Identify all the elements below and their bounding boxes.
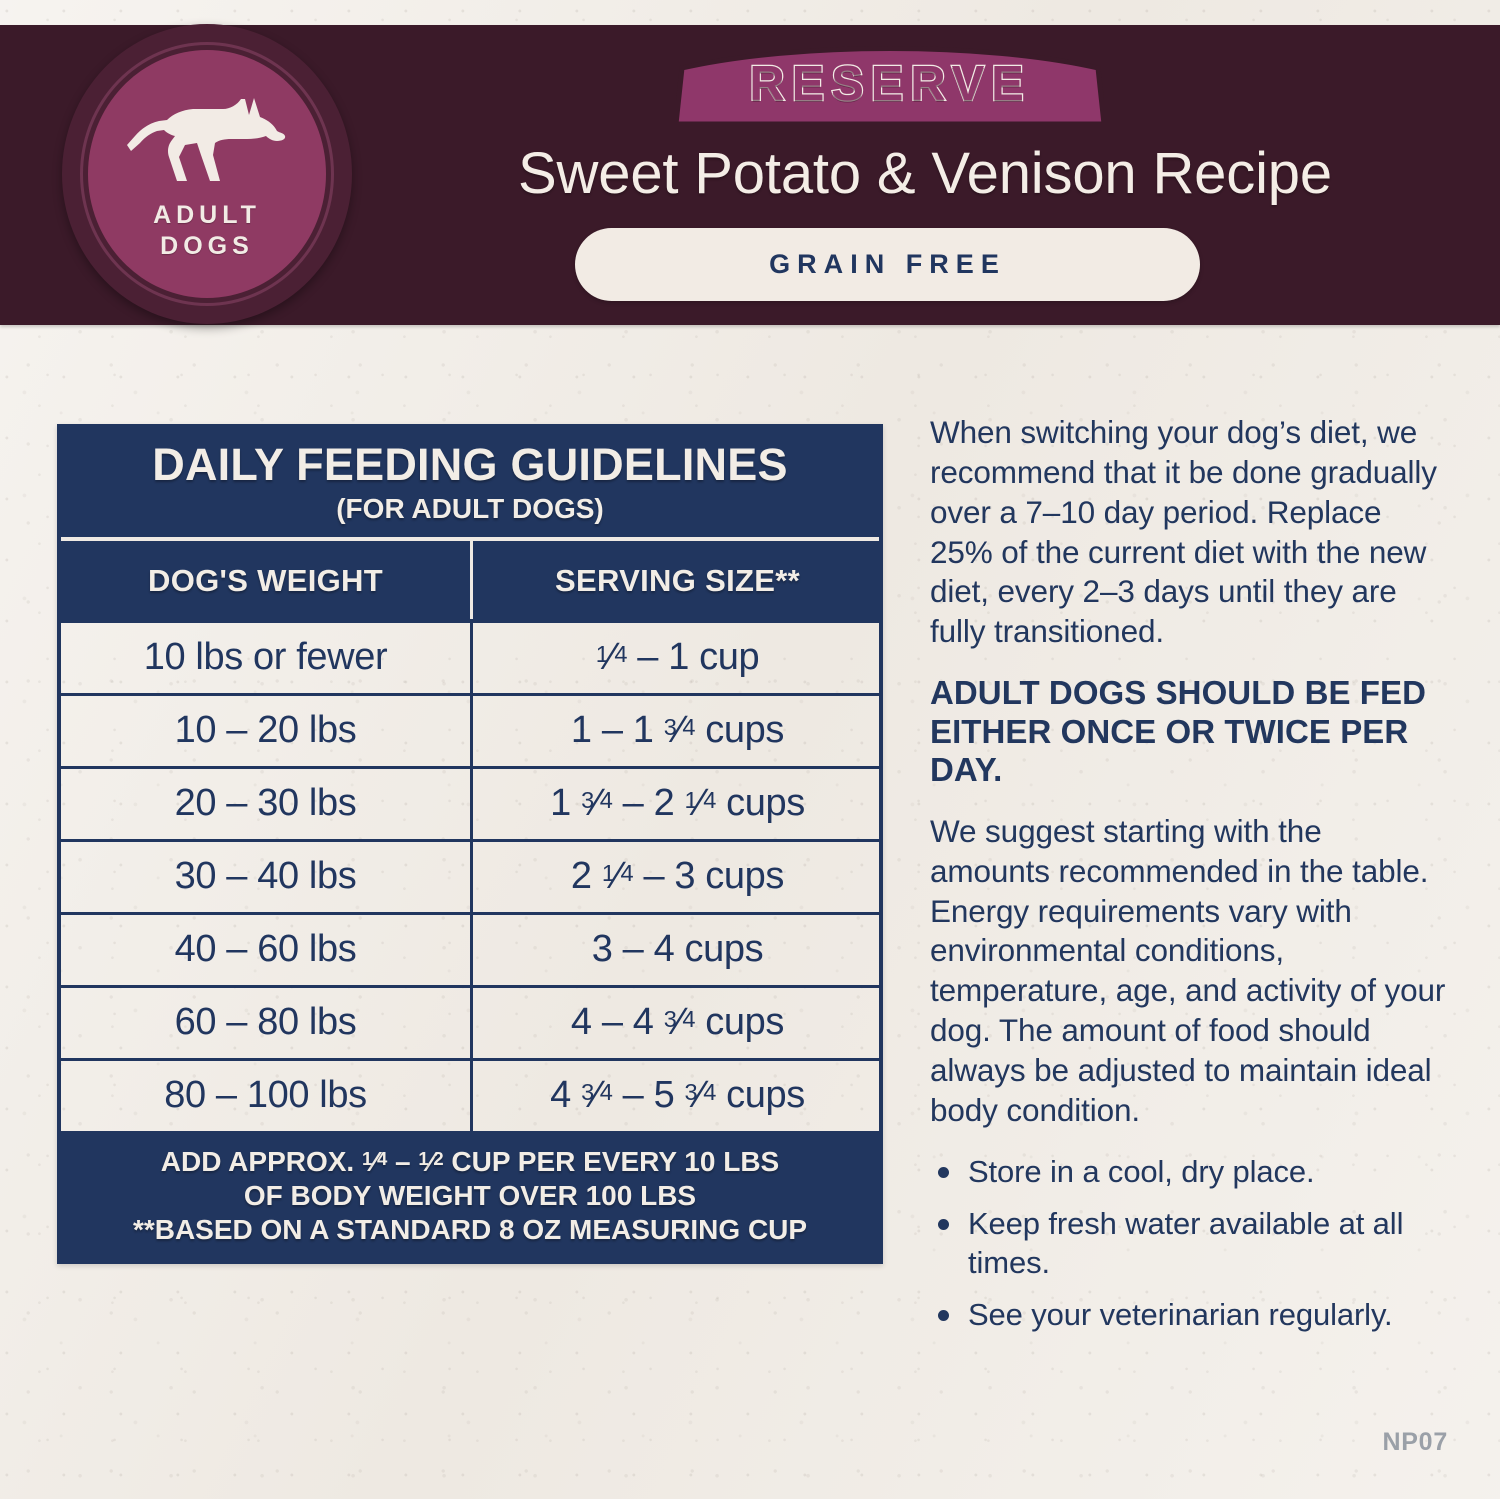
- table-header-row: DOG'S WEIGHT SERVING SIZE**: [61, 540, 879, 623]
- badge-inner: ADULT DOGS: [88, 50, 326, 298]
- cell-serving-size: 4 – 4 3⁄4 cups: [570, 1000, 785, 1043]
- cell-serving-size: 4 3⁄4 – 5 3⁄4 cups: [550, 1073, 805, 1116]
- care-instructions-list: Store in a cool, dry place. Keep fresh wa…: [930, 1153, 1450, 1335]
- table-row: 60 – 80 lbs 4 – 4 3⁄4 cups: [61, 984, 879, 1058]
- badge-ring: [80, 42, 334, 306]
- table-row: 40 – 60 lbs 3 – 4 cups: [61, 911, 879, 985]
- grain-free-badge: GRAIN FREE: [575, 228, 1200, 301]
- badge-line-1: ADULT: [153, 201, 261, 229]
- recipe-title: Sweet Potato & Venison Recipe: [518, 141, 1332, 206]
- feeding-info-column: When switching your dog’s diet, we recom…: [930, 413, 1450, 1348]
- feeding-frequency-heading: ADULT DOGS SHOULD BE FED EITHER ONCE OR …: [930, 674, 1426, 789]
- cell-dog-weight: 20 – 30 lbs: [61, 768, 473, 839]
- list-item: See your veterinarian regularly.: [930, 1296, 1450, 1334]
- table-subtitle: (FOR ADULT DOGS): [336, 492, 604, 524]
- cell-serving-size: 3 – 4 cups: [591, 927, 764, 970]
- cell-dog-weight: 30 – 40 lbs: [61, 841, 473, 912]
- table-title-block: DAILY FEEDING GUIDELINES (FOR ADULT DOGS…: [61, 428, 879, 541]
- cell-serving-size: 2 1⁄4 – 3 cups: [570, 854, 785, 897]
- column-header-weight: DOG'S WEIGHT: [61, 540, 473, 619]
- grain-free-label: GRAIN FREE: [769, 249, 1006, 279]
- table-body: 10 lbs or fewer 1⁄4 – 1 cup 10 – 20 lbs 1 –…: [61, 622, 879, 1131]
- cell-dog-weight: 60 – 80 lbs: [61, 987, 473, 1058]
- table-row: 10 lbs or fewer 1⁄4 – 1 cup: [61, 622, 879, 693]
- badge-text: ADULT DOGS: [153, 200, 261, 261]
- table-row: 30 – 40 lbs 2 1⁄4 – 3 cups: [61, 838, 879, 912]
- adult-dogs-badge: ADULT DOGS: [62, 24, 352, 324]
- list-item: Store in a cool, dry place.: [930, 1153, 1450, 1191]
- amounts-paragraph: We suggest starting with the amounts rec…: [930, 812, 1446, 1128]
- table-footer-note: ADD APPROX. 1⁄4 – 1⁄2 CUP PER EVERY 10 L…: [61, 1130, 879, 1261]
- cell-serving-size: 1 – 1 3⁄4 cups: [570, 708, 785, 751]
- table-row: 10 – 20 lbs 1 – 1 3⁄4 cups: [61, 692, 879, 766]
- cell-dog-weight: 80 – 100 lbs: [61, 1060, 473, 1131]
- reserve-label: RESERVE: [748, 56, 1031, 113]
- product-code: NP07: [1382, 1428, 1448, 1456]
- table-row: 20 – 30 lbs 1 3⁄4 – 2 1⁄4 cups: [61, 765, 879, 839]
- running-dog-icon: [127, 93, 287, 190]
- table-title: DAILY FEEDING GUIDELINES: [152, 439, 788, 490]
- list-item: Keep fresh water available at all times.: [930, 1205, 1450, 1282]
- transition-paragraph: When switching your dog’s diet, we recom…: [930, 414, 1437, 650]
- table-row: 80 – 100 lbs 4 3⁄4 – 5 3⁄4 cups: [61, 1057, 879, 1131]
- reserve-ribbon: RESERVE: [676, 40, 1104, 124]
- cell-dog-weight: 40 – 60 lbs: [61, 914, 473, 985]
- cell-serving-size: 1⁄4 – 1 cup: [595, 635, 760, 678]
- column-header-serving: SERVING SIZE**: [555, 562, 800, 598]
- cell-dog-weight: 10 lbs or fewer: [61, 622, 473, 693]
- daily-feeding-guidelines-table: DAILY FEEDING GUIDELINES (FOR ADULT DOGS…: [57, 424, 883, 1265]
- cell-serving-size: 1 3⁄4 – 2 1⁄4 cups: [550, 781, 805, 824]
- badge-line-2: DOGS: [160, 231, 254, 260]
- cell-dog-weight: 10 – 20 lbs: [61, 695, 473, 766]
